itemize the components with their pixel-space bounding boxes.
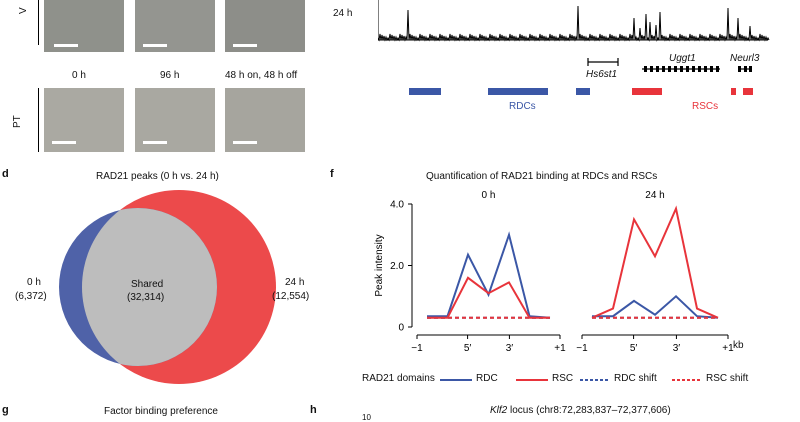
panel-g-title: Factor binding preference [104,406,218,417]
y-tick-label: 0 [398,323,404,334]
row-divider-bottom [38,88,39,152]
rdc-bar [409,88,441,95]
x-tick-label: +1 [722,343,734,354]
micrograph-pt-48on48off [225,88,305,152]
series-line-rdc [592,294,719,319]
venn-left-count: (6,372) [15,291,47,302]
gene-uggt1: Uggt1 [669,53,696,64]
micrograph-v-96h [135,0,215,52]
legend-swatch-rdc-shift [580,379,610,381]
y-tick-label: 2.0 [390,261,404,272]
locus-coords: locus (chr8:72,283,837–72,377,606) [507,405,671,416]
scale-bar [233,44,257,47]
locus-gene: Klf2 [490,405,508,416]
gene-hs6st1: Hs6st1 [586,69,618,80]
legend-swatch-rdc [440,379,472,381]
rsc-bar [632,88,662,95]
x-tick-label: 3′ [506,343,514,354]
panel-letter-g: g [2,404,9,416]
legend-label-rsc-shift: RSC shift [706,373,749,384]
legend-label-rdc: RDC [476,373,498,384]
gene-models [587,58,752,72]
panel-letter-d: d [2,168,9,180]
rdc-label: RDCs [509,101,536,112]
scale-bar [143,141,167,144]
legend-title: RAD21 domains [362,373,435,384]
panel-h-axis-value: 10 [362,413,371,422]
panel-letter-f: f [330,168,334,180]
micrograph-v-0h [44,0,124,52]
row-label-v: V [18,7,29,14]
unit-label: kb [733,340,744,351]
coverage-track [378,0,770,42]
rdc-bar [488,88,548,95]
series-line-rsc [591,205,719,319]
scale-bar [54,44,78,47]
legend-label-rsc: RSC [552,373,574,384]
x-tick-label: −1 [411,343,423,354]
subplot-title: 24 h [645,190,664,201]
timepoint-48on48off: 48 h on, 48 h off [225,70,298,81]
panel-h-title: Klf2 locus (chr8:72,283,837–72,377,606) [490,405,671,416]
rsc-bar [731,88,736,95]
row-divider-top [38,0,39,45]
timepoint-96h: 96 h [160,70,180,81]
legend-label-rdc-shift: RDC shift [614,373,657,384]
venn-right-label: 24 h [285,277,305,288]
peak-intensity-chart: 0 2.0 4.0 Peak intensity 0 h −1 5′ 3′ +1 24 h −1 5′… [374,190,734,354]
rsc-bar [743,88,753,95]
panel-letter-h: h [310,404,317,416]
x-tick-label: 5′ [630,343,638,354]
series-line-rdc [427,231,551,319]
scale-bar [143,44,167,47]
x-tick-label: 5′ [464,343,472,354]
venn-shared-count: (32,314) [127,292,165,303]
venn-left-label: 0 h [27,277,41,288]
y-tick-label: 4.0 [390,200,404,211]
legend-swatch-rsc [516,379,548,381]
scale-bar [233,141,257,144]
micrograph-pt-0h [44,88,124,152]
venn-diagram [59,190,276,384]
micrograph-pt-96h [135,88,215,152]
chart-title: Quantification of RAD21 binding at RDCs … [426,171,658,182]
track-label-24h: 24 h [333,8,353,19]
legend-swatch-rsc-shift [672,379,702,381]
venn-overlap [82,208,217,366]
venn-right-count: (12,554) [272,291,310,302]
x-tick-label: 3′ [673,343,681,354]
scale-bar [52,141,76,144]
subplot-title: 0 h [482,190,496,201]
y-axis-label: Peak intensity [374,234,385,296]
venn-title: RAD21 peaks (0 h vs. 24 h) [96,171,219,182]
rsc-label: RSCs [692,101,719,112]
series-line-rsc [427,276,550,319]
rdc-bar [576,88,590,95]
timepoint-0h: 0 h [72,70,86,81]
gene-neurl3: Neurl3 [730,53,760,64]
x-tick-label: −1 [576,343,588,354]
x-tick-label: +1 [554,343,566,354]
venn-shared-label: Shared [131,279,164,290]
micrograph-v-48on48off [225,0,305,52]
row-label-pt: PT [12,115,23,128]
